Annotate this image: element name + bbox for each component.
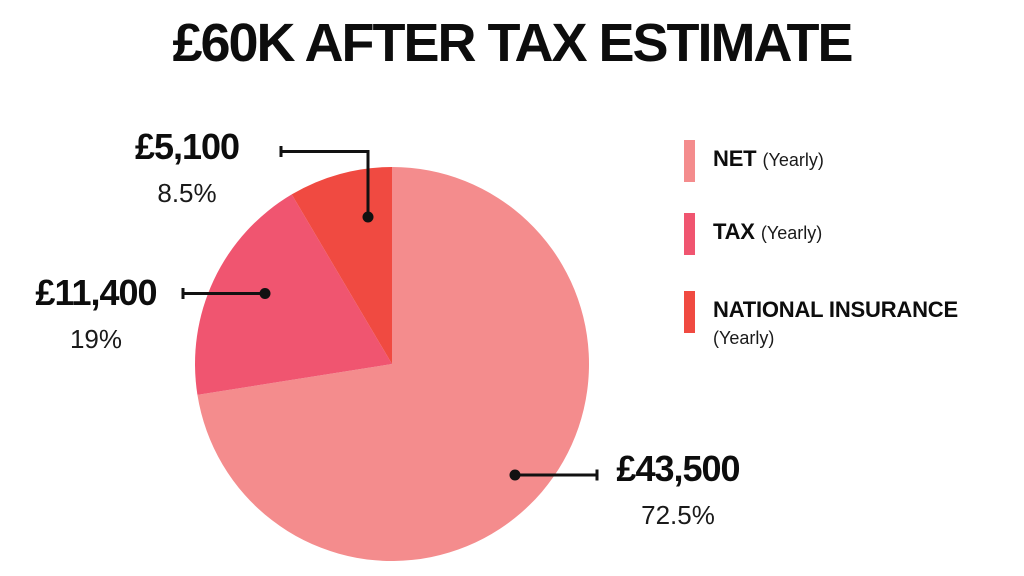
pie-slice-net[interactable] — [197, 167, 590, 561]
page-title: £60K AFTER TAX ESTIMATE — [172, 13, 853, 73]
callout-percent-national-insurance: 8.5% — [157, 178, 217, 208]
callout-net: £43,500 72.5% — [593, 448, 763, 531]
legend-name-tax: TAX — [713, 219, 755, 244]
legend-swatch-national-insurance — [684, 291, 695, 333]
legend-name-net: NET — [713, 146, 757, 171]
callout-percent-net: 72.5% — [641, 500, 715, 530]
legend-label-tax: TAX (Yearly) — [713, 213, 822, 247]
legend-swatch-net — [684, 140, 695, 182]
callout-amount-net: £43,500 — [616, 448, 740, 489]
legend-label-net: NET (Yearly) — [713, 140, 824, 174]
legend-swatch-tax — [684, 213, 695, 255]
callout-amount-national-insurance: £5,100 — [134, 126, 240, 167]
callout-amount-tax: £11,400 — [35, 272, 157, 313]
legend-label-national-insurance: NATIONAL INSURANCE (Yearly) — [713, 291, 1014, 352]
callout-tax: £11,400 19% — [16, 272, 176, 355]
pie-slice-tax[interactable] — [195, 194, 392, 395]
legend-item-national-insurance[interactable]: NATIONAL INSURANCE (Yearly) — [684, 291, 1014, 352]
legend-period-net: (Yearly) — [762, 150, 824, 170]
legend-item-tax[interactable]: TAX (Yearly) — [684, 213, 822, 255]
legend-period-tax: (Yearly) — [760, 223, 823, 243]
legend-item-net[interactable]: NET (Yearly) — [684, 140, 824, 182]
callout-national-insurance: £5,100 8.5% — [102, 126, 272, 209]
legend-name-national-insurance: NATIONAL INSURANCE — [713, 297, 958, 322]
legend-period-national-insurance: (Yearly) — [713, 328, 775, 348]
callout-percent-tax: 19% — [69, 324, 123, 354]
pie-chart — [195, 167, 590, 561]
